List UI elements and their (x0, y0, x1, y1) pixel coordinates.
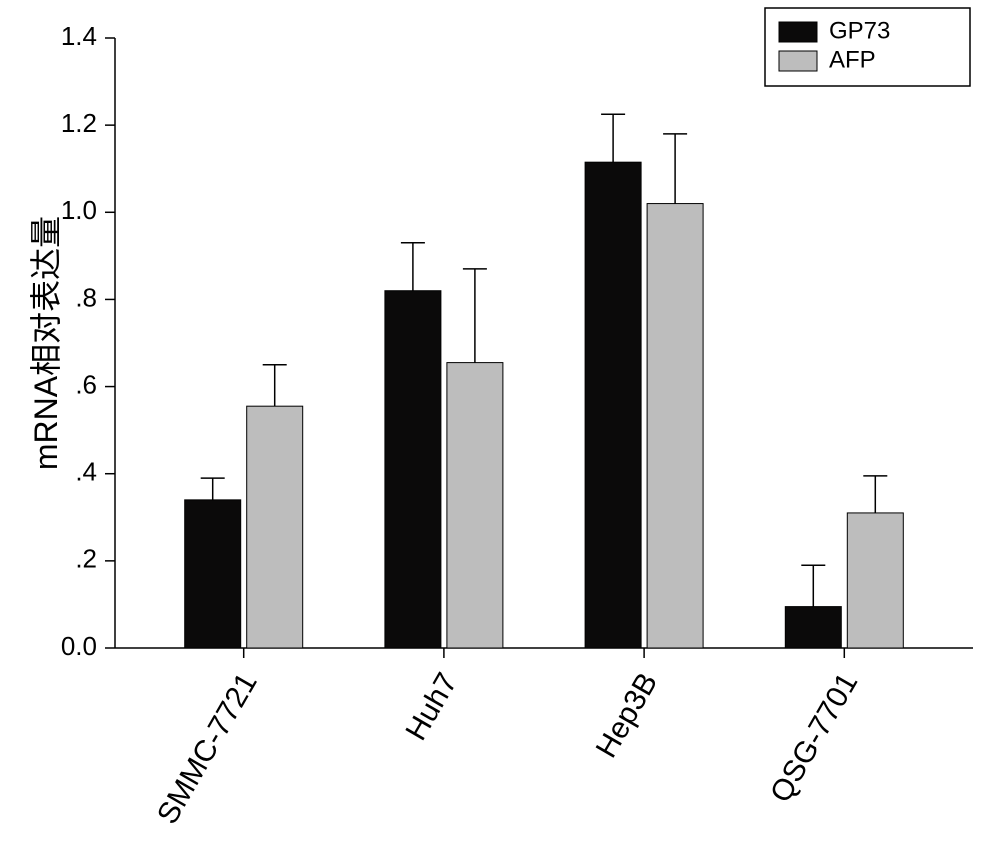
y-tick-label: 1.2 (61, 108, 97, 138)
y-tick-label: 1.4 (61, 21, 97, 51)
y-tick-label: .6 (75, 369, 97, 399)
bar-GP73 (185, 500, 241, 648)
bar-GP73 (585, 162, 641, 648)
x-category-label: QSG-7701 (764, 667, 864, 808)
legend-label-AFP: AFP (829, 46, 876, 73)
legend-swatch-GP73 (779, 22, 817, 42)
x-category-label: Hep3B (590, 667, 664, 763)
x-category-label: Huh7 (400, 667, 464, 746)
x-category-label: SMMC-7721 (151, 667, 264, 829)
y-tick-label: .4 (75, 457, 97, 487)
y-tick-label: 1.0 (61, 195, 97, 225)
y-tick-label: 0.0 (61, 631, 97, 661)
y-tick-label: .8 (75, 282, 97, 312)
bar-GP73 (385, 291, 441, 648)
legend-label-GP73: GP73 (829, 17, 890, 44)
bar-GP73 (785, 607, 841, 648)
legend-swatch-AFP (779, 51, 817, 71)
bar-AFP (447, 363, 503, 648)
bar-AFP (247, 406, 303, 648)
chart-container: 0.0 .2 .4 .6 .8 1.0 1.2 1.4 mRNA相对表达量 SMMC-7721 Hu… (0, 0, 1000, 847)
y-tick-label: .2 (75, 544, 97, 574)
bar-AFP (847, 513, 903, 648)
bar-AFP (647, 204, 703, 648)
bar-chart: 0.0 .2 .4 .6 .8 1.0 1.2 1.4 mRNA相对表达量 SMMC-7721 Hu… (0, 0, 1000, 847)
y-axis-title: mRNA相对表达量 (28, 216, 64, 470)
